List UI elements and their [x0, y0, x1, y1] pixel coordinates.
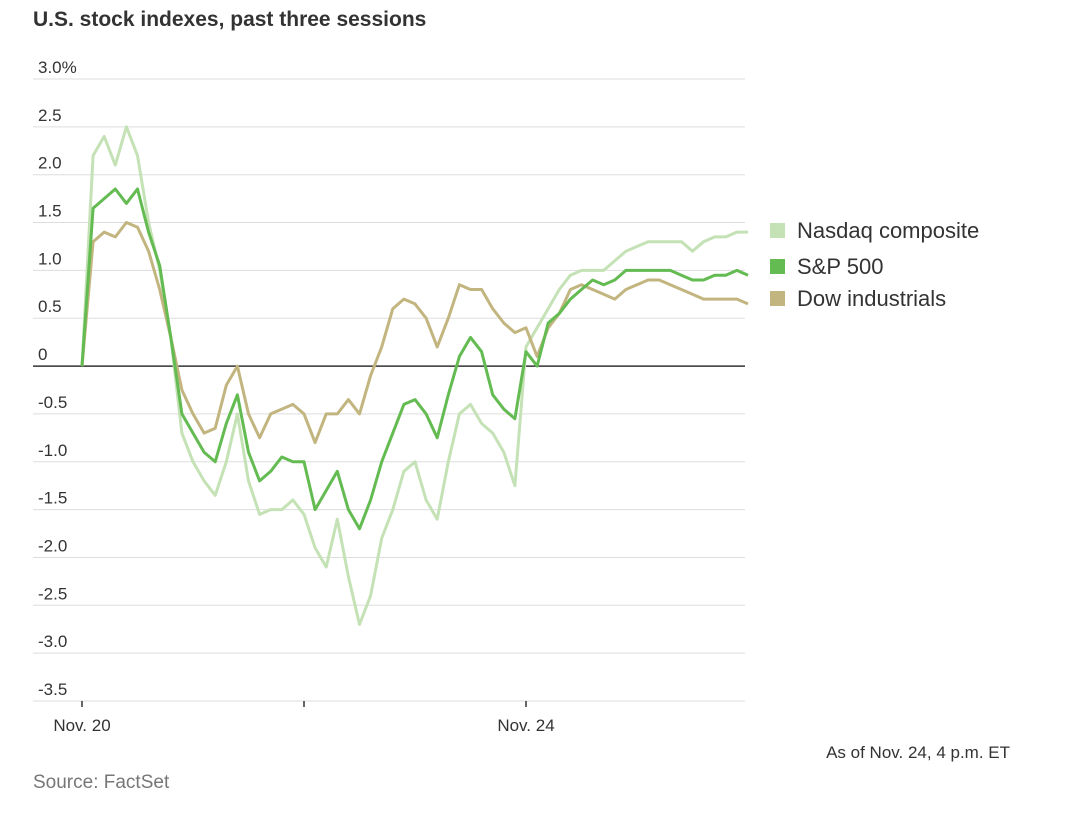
note: As of Nov. 24, 4 p.m. ET — [826, 743, 1010, 762]
legend-label: Nasdaq composite — [797, 218, 979, 243]
y-tick-label: 1.0 — [38, 249, 62, 268]
legend-swatch — [770, 259, 785, 274]
series-line — [80, 187, 749, 531]
y-tick-label: -0.5 — [38, 393, 67, 412]
y-tick-label: -1.5 — [38, 489, 67, 508]
legend-swatch — [770, 291, 785, 306]
y-tick-label: -3.5 — [38, 680, 67, 699]
x-tick-label: Nov. 20 — [53, 716, 110, 735]
legend-swatch — [770, 223, 785, 238]
y-tick-label: 2.0 — [38, 154, 62, 173]
y-tick-label: 3.0% — [38, 58, 77, 77]
y-tick-label: 1.5 — [38, 202, 62, 221]
series-line — [80, 221, 749, 445]
y-tick-label: 0.5 — [38, 297, 62, 316]
series-line — [80, 125, 748, 626]
y-tick-label: -1.0 — [38, 441, 67, 460]
y-tick-label: -3.0 — [38, 632, 67, 651]
source: Source: FactSet — [33, 772, 170, 793]
x-tick-label: Nov. 24 — [497, 716, 554, 735]
legend-label: S&P 500 — [797, 254, 883, 279]
y-tick-label: 0 — [38, 345, 47, 364]
y-tick-label: -2.5 — [38, 584, 67, 603]
chart-title: U.S. stock indexes, past three sessions — [33, 8, 426, 31]
y-tick-label: 2.5 — [38, 106, 62, 125]
legend-label: Dow industrials — [797, 286, 946, 311]
y-tick-label: -2.0 — [38, 536, 67, 555]
